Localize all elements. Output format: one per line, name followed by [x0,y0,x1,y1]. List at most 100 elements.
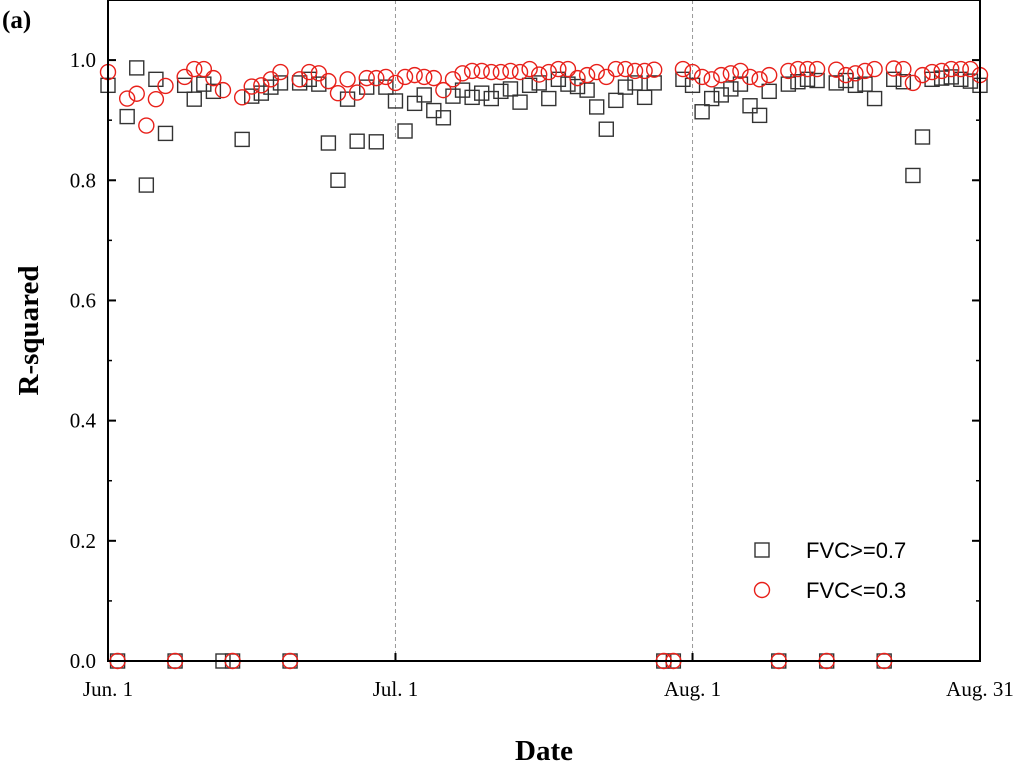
data-point [578,66,596,84]
data-point [416,68,433,86]
data-point [684,77,701,94]
data-point [550,60,567,78]
data-point [511,63,529,81]
data-point [799,60,816,78]
data-point [435,81,452,99]
axis-ticks: 0.0 0.2 0.4 0.6 0.8 1.0 Jun. 1 Jul. 1 Aug. 1 Aug.… [70,0,1014,701]
data-point [828,75,844,91]
data-point [492,63,510,81]
panel-label: (a) [2,7,31,34]
data-point [598,121,614,137]
data-point [157,77,174,95]
data-point [569,69,586,87]
data-point [445,88,461,104]
data-point [359,79,375,95]
data-point [272,75,289,91]
y-tick-label: 0.6 [70,288,96,312]
data-point [923,63,941,81]
data-point [463,62,481,80]
data-point [138,117,155,134]
data-point [607,60,625,78]
data-point [243,78,260,95]
data-point [234,131,250,148]
data-point [645,61,663,78]
legend-label: FVC<=0.3 [806,578,906,603]
data-point [157,125,174,142]
data-point [320,72,337,90]
data-point [703,90,720,107]
data-point [857,76,873,92]
data-point [512,94,528,110]
data-point [933,62,950,80]
data-point [856,62,874,80]
data-point [847,77,864,94]
data-point [368,134,385,150]
data-point [866,60,883,78]
data-point [320,135,337,151]
data-point [377,68,395,86]
data-point [693,68,711,86]
data-point [741,68,759,86]
data-point [378,79,394,95]
data-point [244,88,260,104]
data-point [406,95,423,112]
data-point [751,71,768,88]
data-point [886,71,902,88]
data-point [531,75,547,91]
data-point [809,72,825,89]
data-point [339,71,356,88]
data-point [760,66,778,84]
data-point [128,85,145,102]
data-point [387,93,404,109]
x-tick-label: Jul. 1 [373,677,419,701]
data-point [617,79,634,95]
data-point [780,62,797,80]
data-point [272,63,289,81]
data-point [789,60,807,78]
data-point [147,90,165,108]
data-point [751,107,768,124]
data-point [205,83,222,100]
data-point [118,90,136,107]
data-point [435,110,452,126]
data-point [895,74,912,90]
y-tick-label: 0.0 [70,649,96,673]
legend-marker [754,542,770,558]
data-point [263,79,279,95]
data-point [674,60,692,78]
data-point [329,84,347,102]
data-point [521,77,538,94]
data-point [847,65,864,82]
data-point [540,63,557,81]
legend-label: FVC>=0.7 [806,538,906,563]
data-point [464,89,480,106]
data-point [330,172,346,188]
data-point [396,68,414,86]
data-point [119,108,135,125]
data-point [914,66,931,84]
data-point [895,60,912,78]
data-point [799,71,816,88]
data-point [943,60,960,78]
data-point [559,60,577,78]
data-point [905,167,921,184]
data-point [703,71,720,88]
data-point [531,66,548,83]
data-point [953,71,969,88]
data-point [608,92,624,109]
data-point [253,77,270,94]
data-point [502,62,519,80]
data-point [348,84,366,101]
data-point [933,70,950,86]
x-tick-label: Aug. 1 [664,677,721,701]
data-point [129,60,145,76]
data-point [214,81,232,99]
data-point [761,83,777,100]
data-point [358,69,375,87]
data-point [406,66,423,84]
data-point [444,71,462,88]
data-point [387,74,404,92]
data-point [521,60,538,78]
